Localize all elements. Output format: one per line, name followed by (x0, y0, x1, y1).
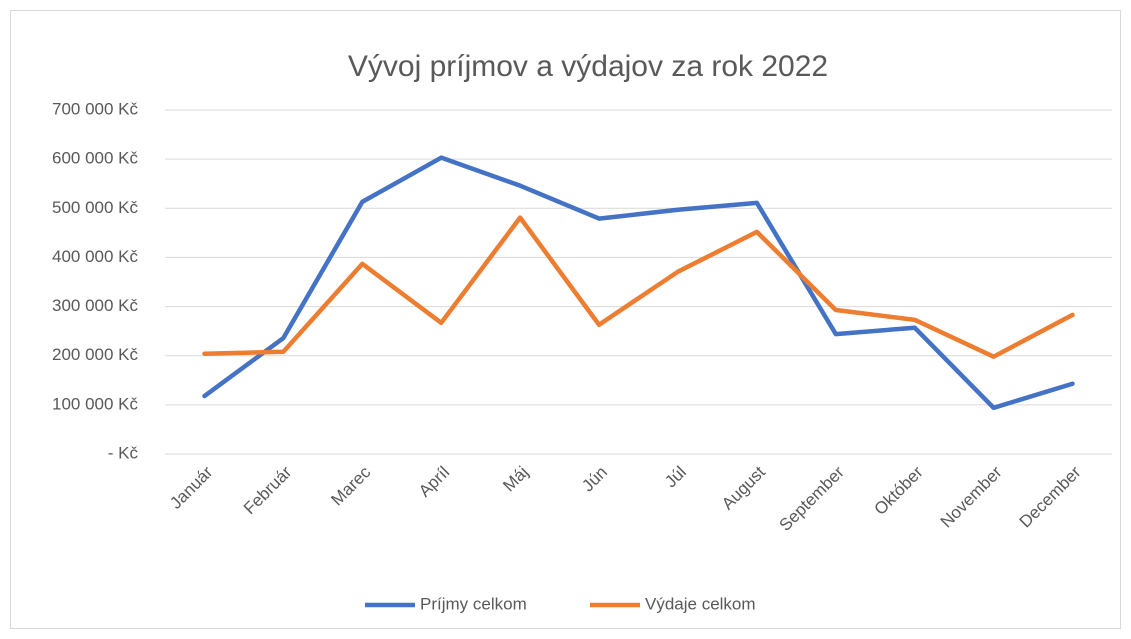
y-tick-label: 600 000 Kč (52, 149, 139, 168)
y-tick-label: 200 000 Kč (52, 345, 139, 364)
y-tick-label: 500 000 Kč (52, 198, 139, 217)
y-tick-label: 700 000 Kč (52, 99, 139, 118)
series-line (202, 155, 1075, 411)
y-tick-label: 100 000 Kč (52, 394, 139, 413)
y-tick-label: - Kč (108, 443, 139, 462)
y-tick-label: 300 000 Kč (52, 296, 139, 315)
y-tick-label: 400 000 Kč (52, 247, 139, 266)
legend-label: Príjmy celkom (420, 594, 527, 613)
chart-title: Vývoj príjmov a výdajov za rok 2022 (348, 50, 828, 83)
legend-label: Výdaje celkom (645, 594, 756, 613)
chart-border (10, 10, 1121, 629)
series-line (202, 215, 1075, 359)
